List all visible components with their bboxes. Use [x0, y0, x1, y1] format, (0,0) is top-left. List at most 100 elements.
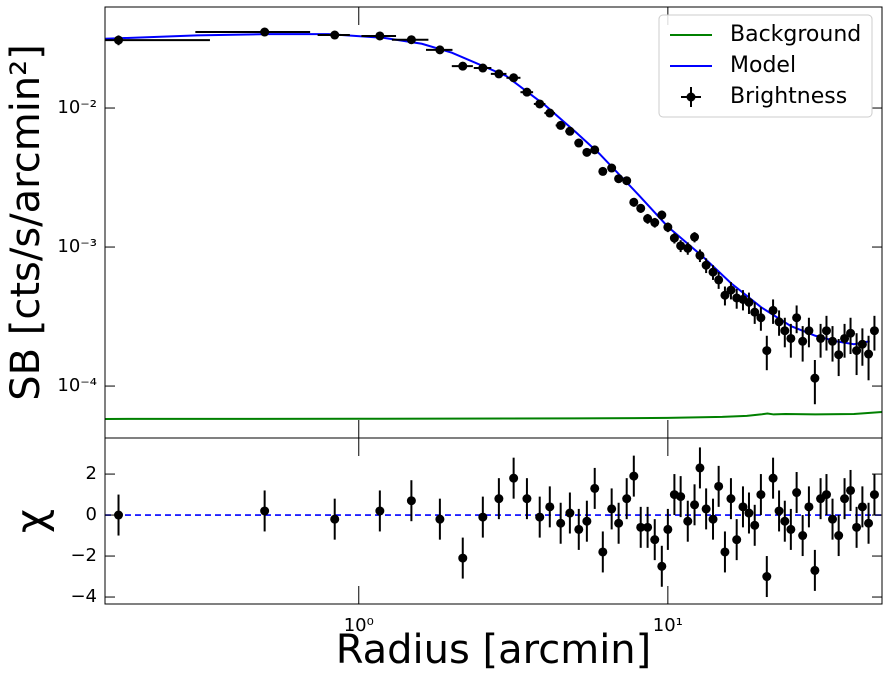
- data-point: [720, 547, 730, 557]
- data-point: [565, 508, 575, 518]
- data-point: [846, 485, 856, 495]
- data-point: [582, 147, 592, 157]
- data-point: [756, 490, 766, 500]
- data-point: [494, 69, 504, 79]
- data-point: [708, 267, 718, 277]
- data-point: [598, 547, 608, 557]
- legend-swatch: [686, 92, 696, 102]
- data-point: [582, 516, 592, 526]
- data-point: [607, 504, 617, 514]
- data-point: [565, 126, 575, 136]
- data-point: [732, 535, 742, 545]
- data-point: [663, 524, 673, 534]
- data-point: [643, 214, 653, 224]
- data-point: [780, 326, 790, 336]
- data-point: [726, 494, 736, 504]
- data-point: [535, 512, 545, 522]
- data-point: [792, 313, 802, 323]
- data-point: [792, 488, 802, 498]
- data-point: [840, 494, 850, 504]
- data-point: [869, 326, 879, 336]
- data-point: [810, 565, 820, 575]
- data-point: [676, 241, 686, 251]
- data-point: [545, 108, 555, 118]
- data-point: [744, 297, 754, 307]
- data-point: [657, 210, 667, 220]
- data-point: [522, 87, 532, 97]
- y-tick-label: 10⁻⁴: [57, 375, 97, 396]
- data-point: [614, 174, 624, 184]
- plot-area: [105, 27, 882, 420]
- data-point: [478, 512, 488, 522]
- data-point: [260, 27, 270, 37]
- data-point: [821, 490, 831, 500]
- data-point: [676, 492, 686, 502]
- y-axis-label: SB [cts/s/arcmin²]: [3, 44, 49, 401]
- data-point: [774, 317, 784, 327]
- data-point: [798, 336, 808, 346]
- legend-label: Brightness: [730, 84, 847, 109]
- data-point: [545, 502, 555, 512]
- y-tick-label: 2: [86, 463, 97, 484]
- data-point: [744, 508, 754, 518]
- data-point: [786, 333, 796, 343]
- data-point: [869, 490, 879, 500]
- data-point: [663, 222, 673, 232]
- data-point: [738, 502, 748, 512]
- data-point: [846, 328, 856, 338]
- data-point: [857, 339, 867, 349]
- data-point: [816, 333, 826, 343]
- data-point: [683, 243, 693, 253]
- data-point: [804, 326, 814, 336]
- data-point: [598, 166, 608, 176]
- data-point: [590, 145, 600, 155]
- data-point: [114, 510, 124, 520]
- data-point: [629, 471, 639, 481]
- data-point: [114, 35, 124, 45]
- data-point: [657, 561, 667, 571]
- data-point: [435, 45, 445, 55]
- data-point: [786, 524, 796, 534]
- data-point: [695, 250, 705, 260]
- y-tick-label: 10⁻²: [57, 97, 97, 118]
- data-point: [834, 531, 844, 541]
- x-tick-label: 10¹: [653, 615, 683, 636]
- data-point: [622, 176, 632, 186]
- axes-frame: [104, 437, 883, 605]
- data-point: [857, 502, 867, 512]
- legend-label: Model: [730, 53, 796, 78]
- data-point: [864, 349, 874, 359]
- y-tick-label: −2: [70, 545, 97, 566]
- data-point: [762, 346, 772, 356]
- data-point: [330, 30, 340, 40]
- data-point: [375, 31, 385, 41]
- y-tick-label: 10⁻³: [57, 236, 97, 257]
- data-point: [509, 73, 519, 83]
- y-tick-label: 0: [86, 504, 97, 525]
- data-point: [458, 61, 468, 71]
- data-point: [406, 496, 416, 506]
- data-point: [435, 514, 445, 524]
- data-point: [804, 502, 814, 512]
- x-tick-label: 10⁰: [344, 615, 374, 636]
- data-point: [828, 514, 838, 524]
- data-point: [509, 473, 519, 483]
- data-point: [701, 260, 711, 270]
- data-point: [556, 120, 566, 130]
- data-point: [780, 516, 790, 526]
- data-point: [669, 233, 679, 243]
- data-point: [636, 522, 646, 532]
- y-tick-label: −4: [70, 586, 97, 607]
- legend-box: [658, 14, 873, 118]
- data-point: [810, 373, 820, 383]
- data-point: [375, 506, 385, 516]
- data-point: [650, 218, 660, 228]
- data-point: [574, 138, 584, 148]
- data-point: [330, 514, 340, 524]
- data-point: [683, 516, 693, 526]
- data-point: [690, 500, 700, 510]
- data-point: [756, 313, 766, 323]
- data-point: [494, 494, 504, 504]
- plot-area: [105, 447, 882, 598]
